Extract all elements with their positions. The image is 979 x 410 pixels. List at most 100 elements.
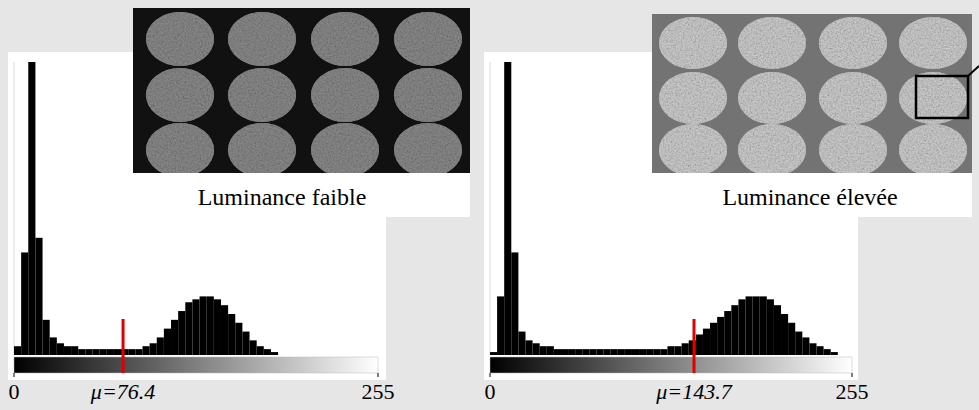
histogram-bar (788, 323, 795, 355)
histogram-bar (342, 355, 349, 356)
panel: 0255μ=143.7Luminance élevée (484, 14, 979, 404)
histogram-bar (547, 346, 554, 355)
histogram-bar (540, 346, 547, 355)
pellet (899, 17, 967, 69)
histogram-bar (28, 62, 35, 355)
pellet (228, 12, 296, 66)
histogram-bar (242, 332, 249, 355)
histogram-bar (667, 346, 674, 355)
histogram-bar (285, 355, 292, 356)
histogram-bar (64, 346, 71, 355)
histogram-bar (568, 349, 575, 355)
histogram-bar (845, 355, 852, 356)
histogram-bar (21, 252, 28, 355)
pellet (819, 72, 887, 124)
histogram-bar (618, 349, 625, 355)
histogram-bar (817, 346, 824, 355)
histogram-bar (214, 299, 221, 355)
histogram-bar (497, 296, 504, 355)
zoom-line (968, 66, 979, 76)
histogram-bar (307, 355, 314, 356)
histogram-bar (228, 314, 235, 355)
pellet (394, 68, 462, 122)
pellet (228, 123, 296, 173)
histogram-bar (781, 314, 788, 355)
pellet (738, 72, 806, 124)
histogram-bar (357, 355, 364, 356)
histogram-bar (128, 349, 135, 355)
histogram-bar (710, 323, 717, 355)
histogram-bar (371, 355, 378, 356)
pellet (311, 12, 379, 66)
pellet (738, 124, 806, 173)
mean-label: μ=76.4 (90, 379, 155, 404)
histogram-bar (518, 332, 525, 355)
mean-marker (122, 319, 125, 373)
histogram-bar (328, 355, 335, 356)
histogram-bar (171, 320, 178, 355)
histogram-bar (696, 334, 703, 355)
y-axis-line (490, 62, 491, 355)
histogram-bar (795, 332, 802, 355)
histogram-bar (314, 355, 321, 356)
pellet (311, 68, 379, 122)
histogram-bar (838, 355, 845, 356)
histogram-bar (235, 323, 242, 355)
histogram-bar (653, 349, 660, 355)
histogram-bar (575, 349, 582, 355)
x-tick-label: 255 (362, 379, 395, 404)
histogram-bar (746, 296, 753, 355)
histogram-bar (717, 317, 724, 355)
histogram-bar (490, 352, 497, 355)
histogram-bar (533, 343, 540, 355)
histogram-bar (71, 346, 78, 355)
histogram-bar (185, 302, 192, 355)
histogram-bar (200, 296, 207, 355)
histogram-bar (349, 355, 356, 356)
histogram-bar (107, 349, 114, 355)
histogram-bar (292, 355, 299, 356)
histogram-bar (589, 349, 596, 355)
inset-caption-background (133, 173, 470, 217)
histogram-bar (164, 329, 171, 355)
x-axis-ramp (490, 357, 852, 373)
pellet (228, 68, 296, 122)
inset-image: Luminance faible (133, 8, 470, 217)
histogram-bar (824, 349, 831, 355)
histogram-bar (703, 329, 710, 355)
histogram-bar (724, 311, 731, 355)
pellet (394, 123, 462, 173)
pellet (659, 17, 727, 69)
figure: 0 255 μ=76.4 Luminance faible0255μ=143.7Lum… (0, 0, 979, 410)
histogram-bar (271, 352, 278, 355)
histogram-bar (767, 299, 774, 355)
histogram-bar (78, 349, 85, 355)
histogram-bar (561, 349, 568, 355)
histogram-bar (221, 305, 228, 355)
histogram-bar (178, 311, 185, 355)
pellet (819, 124, 887, 173)
pellet (394, 12, 462, 66)
x-tick-label: 255 (836, 379, 869, 404)
pellet (146, 68, 214, 122)
histogram-bar (250, 340, 257, 355)
histogram-bar (257, 346, 264, 355)
histogram-bar (335, 355, 342, 356)
histogram-bar (511, 252, 518, 355)
pellet (659, 72, 727, 124)
inset-caption-background (652, 173, 972, 217)
pellet (146, 123, 214, 173)
pellet (899, 124, 967, 173)
histogram-bar (299, 355, 306, 356)
histogram-bar (554, 349, 561, 355)
histogram-bar (604, 349, 611, 355)
pellet (146, 12, 214, 66)
histogram-bar (582, 349, 589, 355)
histogram-bar (50, 337, 57, 355)
histogram-bar (504, 62, 511, 355)
histogram-bar (525, 340, 532, 355)
histogram-bar (192, 299, 199, 355)
x-tick-label: 0 (9, 379, 20, 404)
histogram-bar (207, 296, 214, 355)
inset-photo (652, 14, 972, 173)
